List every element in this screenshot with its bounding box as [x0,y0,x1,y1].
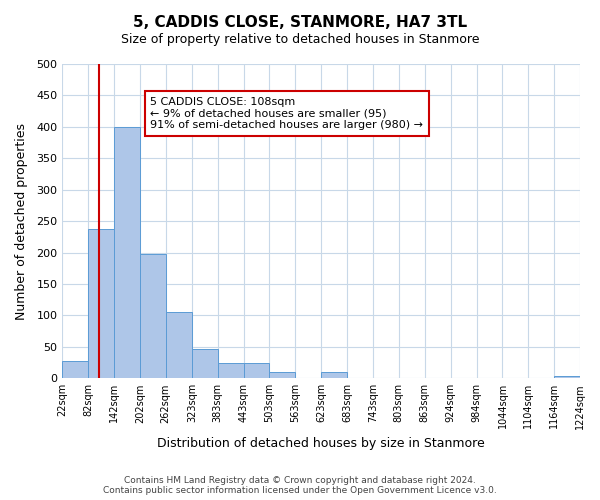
Text: 5, CADDIS CLOSE, STANMORE, HA7 3TL: 5, CADDIS CLOSE, STANMORE, HA7 3TL [133,15,467,30]
X-axis label: Distribution of detached houses by size in Stanmore: Distribution of detached houses by size … [157,437,485,450]
Bar [114,127,140,378]
Bar [140,254,166,378]
Bar [88,228,114,378]
Bar [218,362,244,378]
Text: 5 CADDIS CLOSE: 108sqm
← 9% of detached houses are smaller (95)
91% of semi-deta: 5 CADDIS CLOSE: 108sqm ← 9% of detached … [151,97,424,130]
Bar [192,349,218,378]
Bar [321,372,347,378]
Bar [166,312,192,378]
Text: Contains HM Land Registry data © Crown copyright and database right 2024.
Contai: Contains HM Land Registry data © Crown c… [103,476,497,495]
Text: Size of property relative to detached houses in Stanmore: Size of property relative to detached ho… [121,32,479,46]
Bar [269,372,295,378]
Y-axis label: Number of detached properties: Number of detached properties [15,122,28,320]
Bar [554,376,580,378]
Bar [62,362,88,378]
Bar [244,362,269,378]
